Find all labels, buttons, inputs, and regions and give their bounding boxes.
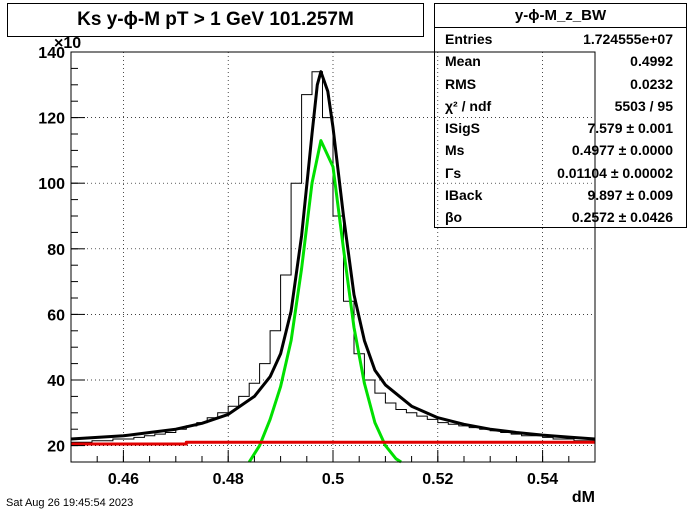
stats-histogram-name: y-ϕ-M_z_BW — [435, 4, 686, 28]
stats-label: IBack — [445, 187, 483, 204]
stats-row-chi2: χ² / ndf 5503 / 95 — [435, 95, 686, 117]
y-tick-label: 20 — [47, 439, 65, 456]
x-axis-title: dM — [572, 489, 595, 506]
plot-title-box: Ks y-ϕ-M pT > 1 GeV 101.257M — [7, 3, 424, 37]
stats-label: Γs — [445, 164, 462, 181]
stats-label: RMS — [445, 75, 477, 92]
stats-label: ISigS — [445, 120, 481, 137]
series-layer — [70, 70, 596, 464]
stats-label: βo — [445, 209, 463, 226]
axis-ticks — [70, 51, 596, 463]
stats-label: Entries — [445, 31, 493, 47]
x-tick-label: 0.48 — [213, 471, 244, 488]
x-tick-label: 0.5 — [322, 471, 344, 488]
stats-row-beta: βo 0.2572 ± 0.0426 — [435, 206, 686, 228]
y-tick-label: 40 — [47, 373, 65, 390]
background-fit-curve — [71, 440, 595, 446]
y-tick-label: 100 — [38, 176, 65, 193]
stats-value: 0.2572 ± 0.0426 — [571, 209, 673, 226]
grid-lines — [71, 52, 595, 462]
stats-value: 9.897 ± 0.009 — [587, 187, 673, 204]
stats-row-mean: Mean 0.4992 — [435, 50, 686, 72]
stats-label: Ms — [445, 142, 465, 159]
stats-label: Mean — [445, 53, 481, 70]
stats-row-entries: Entries 1.724555e+07 — [435, 28, 686, 50]
stats-value: 0.01104 ± 0.00002 — [557, 164, 673, 181]
total-fit-curve — [70, 70, 596, 441]
stats-row-gamma: Γs 0.01104 ± 0.00002 — [435, 162, 686, 184]
signal-fit-curve — [247, 139, 402, 464]
stats-row-iback: IBack 9.897 ± 0.009 — [435, 184, 686, 206]
x-tick-label: 0.54 — [527, 471, 558, 488]
stats-value: 0.4977 ± 0.0000 — [571, 142, 673, 159]
stats-value: 1.724555e+07 — [583, 31, 673, 47]
stats-label: χ² / ndf — [445, 97, 492, 114]
y-tick-label: 120 — [38, 111, 65, 128]
stats-value: 7.579 ± 0.001 — [587, 120, 673, 137]
x-tick-label: 0.46 — [108, 471, 139, 488]
tick-labels: 0.46 0.48 0.5 0.52 0.54 20 40 60 80 100 120 140 — [38, 45, 558, 488]
stats-value: 5503 / 95 — [614, 97, 673, 114]
stats-value: 0.0232 — [630, 75, 673, 92]
x-tick-label: 0.52 — [422, 471, 453, 488]
stats-value: 0.4992 — [630, 53, 673, 70]
y-multiplier-label: ×10 — [54, 35, 81, 52]
stats-row-rms: RMS 0.0232 — [435, 73, 686, 95]
stats-row-ms: Ms 0.4977 ± 0.0000 — [435, 139, 686, 161]
plot-title: Ks y-ϕ-M pT > 1 GeV 101.257M — [77, 9, 354, 30]
y-tick-label: 60 — [47, 307, 65, 324]
datestamp: Sat Aug 26 19:45:54 2023 — [6, 497, 134, 509]
y-tick-label: 140 — [38, 45, 65, 62]
stats-box: y-ϕ-M_z_BW Entries 1.724555e+07 Mean 0.4… — [434, 3, 687, 228]
y-tick-label: 80 — [47, 242, 65, 259]
stats-row-isigs: ISigS 7.579 ± 0.001 — [435, 117, 686, 139]
